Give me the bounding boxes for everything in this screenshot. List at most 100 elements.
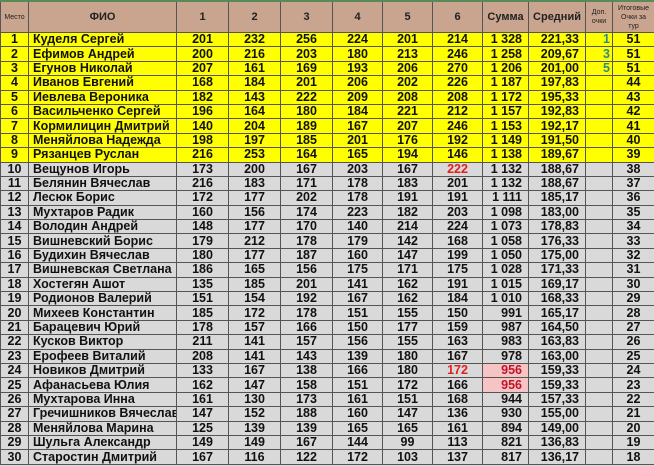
points-cell[interactable]: 22	[612, 391, 654, 408]
name-cell[interactable]: Хостегян Ашот	[28, 276, 177, 293]
name-cell[interactable]: Будихин Вячеслав	[28, 247, 177, 264]
bonus-cell[interactable]	[585, 89, 613, 105]
bonus-cell[interactable]	[585, 219, 613, 235]
game-6-cell[interactable]: 168	[432, 233, 483, 249]
place-cell[interactable]: 21	[0, 319, 29, 336]
sum-cell[interactable]: 1 258	[482, 46, 529, 62]
sum-cell[interactable]: 1 132	[482, 161, 529, 177]
name-cell[interactable]: Гречишников Вячеслав	[28, 406, 177, 422]
points-cell[interactable]: 20	[612, 420, 654, 436]
game-1-cell[interactable]: 147	[176, 406, 229, 422]
name-cell[interactable]: Вещунов Игорь	[28, 161, 177, 177]
average-cell[interactable]: 178,83	[528, 219, 586, 235]
game-4-cell[interactable]: 139	[332, 348, 383, 364]
average-cell[interactable]: 136,17	[528, 449, 586, 465]
average-cell[interactable]: 136,83	[528, 434, 586, 451]
game-6-cell[interactable]: 199	[432, 247, 483, 264]
game-6-cell[interactable]: 212	[432, 103, 483, 120]
game-6-cell[interactable]: 224	[432, 219, 483, 235]
name-cell[interactable]: Афанасьева Юлия	[28, 377, 177, 393]
points-cell[interactable]: 37	[612, 175, 654, 192]
place-cell[interactable]: 19	[0, 291, 29, 307]
name-cell[interactable]: Шульга Александр	[28, 434, 177, 451]
game-3-cell[interactable]: 157	[280, 334, 333, 350]
points-cell[interactable]: 43	[612, 89, 654, 105]
game-6-cell[interactable]: 163	[432, 334, 483, 350]
sum-cell[interactable]: 1 187	[482, 75, 529, 91]
header-game-2[interactable]: 2	[228, 0, 281, 33]
game-2-cell[interactable]: 177	[228, 219, 281, 235]
game-5-cell[interactable]: 155	[382, 334, 433, 350]
name-cell[interactable]: Кусков Виктор	[28, 334, 177, 350]
bonus-cell[interactable]	[585, 175, 613, 192]
header-game-4[interactable]: 4	[332, 0, 383, 33]
name-cell[interactable]: Вишневский Борис	[28, 233, 177, 249]
game-4-cell[interactable]: 209	[332, 89, 383, 105]
average-cell[interactable]: 209,67	[528, 46, 586, 62]
game-1-cell[interactable]: 186	[176, 262, 229, 278]
place-cell[interactable]: 8	[0, 132, 29, 149]
name-cell[interactable]: Барацевич Юрий	[28, 319, 177, 336]
sum-cell[interactable]: 987	[482, 319, 529, 336]
game-4-cell[interactable]: 179	[332, 233, 383, 249]
game-5-cell[interactable]: 202	[382, 75, 433, 91]
average-cell[interactable]: 188,67	[528, 175, 586, 192]
game-6-cell[interactable]: 191	[432, 276, 483, 293]
sum-cell[interactable]: 1 153	[482, 118, 529, 134]
game-3-cell[interactable]: 203	[280, 46, 333, 62]
game-3-cell[interactable]: 173	[280, 391, 333, 408]
average-cell[interactable]: 171,33	[528, 262, 586, 278]
place-cell[interactable]: 28	[0, 420, 29, 436]
game-2-cell[interactable]: 172	[228, 305, 281, 321]
points-cell[interactable]: 31	[612, 262, 654, 278]
place-cell[interactable]: 7	[0, 118, 29, 134]
points-cell[interactable]: 44	[612, 75, 654, 91]
place-cell[interactable]: 12	[0, 190, 29, 206]
game-6-cell[interactable]: 270	[432, 60, 483, 77]
game-3-cell[interactable]: 164	[280, 147, 333, 163]
game-4-cell[interactable]: 172	[332, 449, 383, 465]
game-2-cell[interactable]: 200	[228, 161, 281, 177]
game-5-cell[interactable]: 183	[382, 175, 433, 192]
game-2-cell[interactable]: 143	[228, 89, 281, 105]
sum-cell[interactable]: 956	[482, 362, 529, 379]
sum-cell[interactable]: 930	[482, 406, 529, 422]
game-5-cell[interactable]: 207	[382, 118, 433, 134]
game-2-cell[interactable]: 141	[228, 348, 281, 364]
name-cell[interactable]: Меняйлова Надежда	[28, 132, 177, 149]
game-3-cell[interactable]: 178	[280, 233, 333, 249]
place-cell[interactable]: 5	[0, 89, 29, 105]
game-3-cell[interactable]: 122	[280, 449, 333, 465]
points-cell[interactable]: 39	[612, 147, 654, 163]
average-cell[interactable]: 201,00	[528, 60, 586, 77]
game-6-cell[interactable]: 137	[432, 449, 483, 465]
game-4-cell[interactable]: 150	[332, 319, 383, 336]
game-2-cell[interactable]: 232	[228, 31, 281, 48]
points-cell[interactable]: 35	[612, 204, 654, 221]
game-4-cell[interactable]: 167	[332, 291, 383, 307]
game-4-cell[interactable]: 151	[332, 305, 383, 321]
place-cell[interactable]: 30	[0, 449, 29, 465]
game-1-cell[interactable]: 198	[176, 132, 229, 149]
game-4-cell[interactable]: 224	[332, 31, 383, 48]
game-4-cell[interactable]: 166	[332, 362, 383, 379]
game-1-cell[interactable]: 201	[176, 31, 229, 48]
game-2-cell[interactable]: 164	[228, 103, 281, 120]
game-4-cell[interactable]: 141	[332, 276, 383, 293]
sum-cell[interactable]: 1 111	[482, 190, 529, 206]
game-3-cell[interactable]: 185	[280, 132, 333, 149]
sum-cell[interactable]: 983	[482, 334, 529, 350]
place-cell[interactable]: 22	[0, 334, 29, 350]
bonus-cell[interactable]	[585, 291, 613, 307]
game-3-cell[interactable]: 156	[280, 262, 333, 278]
place-cell[interactable]: 1	[0, 31, 29, 48]
place-cell[interactable]: 3	[0, 60, 29, 77]
game-4-cell[interactable]: 203	[332, 161, 383, 177]
game-1-cell[interactable]: 196	[176, 103, 229, 120]
game-5-cell[interactable]: 221	[382, 103, 433, 120]
game-5-cell[interactable]: 172	[382, 377, 433, 393]
game-1-cell[interactable]: 208	[176, 348, 229, 364]
game-2-cell[interactable]: 165	[228, 262, 281, 278]
game-1-cell[interactable]: 162	[176, 377, 229, 393]
name-cell[interactable]: Куделя Сергей	[28, 31, 177, 48]
